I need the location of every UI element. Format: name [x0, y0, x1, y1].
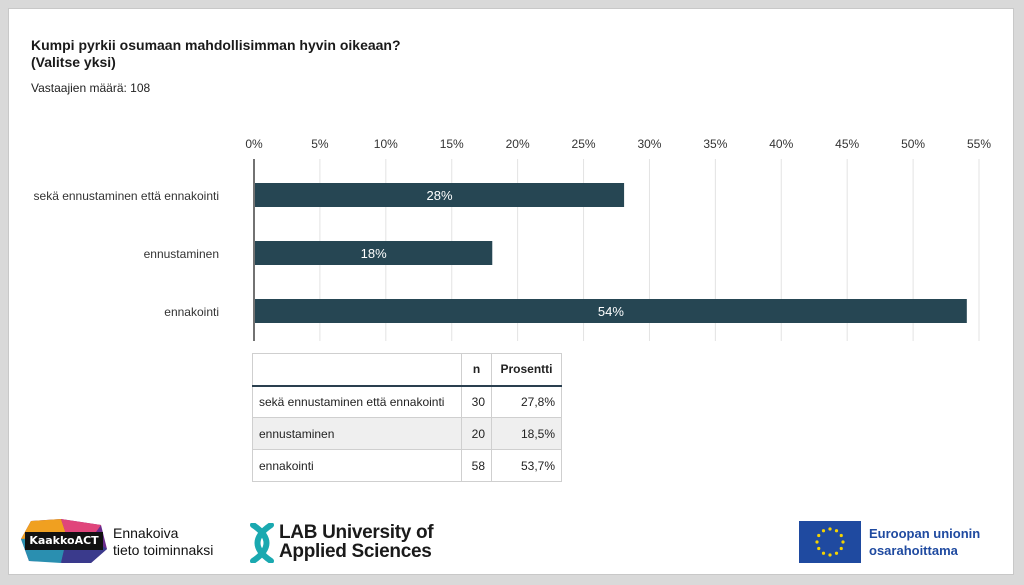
question-line-2: (Valitse yksi) [31, 54, 116, 70]
x-tick-label: 5% [311, 137, 329, 151]
row-n: 58 [461, 449, 492, 482]
eu-funding-text: Euroopan unionin osarahoittama [869, 525, 980, 559]
x-tick-label: 50% [901, 137, 925, 151]
x-tick-label: 30% [637, 137, 661, 151]
eu-text-line-1: Euroopan unionin [869, 526, 981, 541]
report-card: Kumpi pyrkii osumaan mahdollisimman hyvi… [8, 8, 1014, 575]
bar-value-label: 18% [361, 246, 387, 261]
lab-university-logo: LAB University of Applied Sciences [249, 521, 449, 567]
kaakkoact-tagline-2: tieto toiminnaksi [113, 542, 214, 558]
kaakkoact-tagline: Ennakoiva tieto toiminnaksi [113, 525, 213, 559]
results-table: n Prosentti sekä ennustaminen että ennak… [252, 353, 562, 482]
category-label: ennustaminen [144, 247, 219, 261]
x-tick-label: 40% [769, 137, 793, 151]
eu-star-icon [828, 553, 832, 557]
table-header-row: n Prosentti [252, 353, 562, 387]
eu-funding-logo: Euroopan unionin osarahoittama [799, 521, 1009, 567]
eu-star-icon [828, 527, 832, 531]
respondent-count: Vastaajien määrä: 108 [31, 81, 151, 95]
lab-name-line-1: LAB University of [279, 522, 434, 543]
bar-value-label: 28% [427, 188, 453, 203]
row-label: ennakointi [252, 449, 462, 482]
header-n: n [461, 353, 492, 387]
eu-star-icon [841, 540, 845, 544]
kaakkoact-badge-icon [21, 519, 107, 563]
x-tick-label: 10% [374, 137, 398, 151]
table-row: ennakointi 58 53,7% [252, 449, 562, 482]
eu-flag-icon [799, 521, 861, 563]
bar [255, 299, 967, 323]
x-tick-label: 45% [835, 137, 859, 151]
eu-star-icon [834, 551, 839, 555]
eu-star-icon [817, 533, 821, 538]
row-percent: 27,8% [491, 385, 562, 418]
x-tick-label: 20% [506, 137, 530, 151]
bar-value-label: 54% [598, 304, 624, 319]
header-label [252, 353, 462, 387]
kaakkoact-tagline-1: Ennakoiva [113, 525, 179, 541]
eu-star-icon [817, 546, 821, 551]
lab-helix-icon [250, 523, 274, 563]
lab-university-name: LAB University of Applied Sciences [279, 522, 434, 562]
kaakkoact-logo: KaakkoACT Ennakoiva tieto toiminnaksi [21, 519, 241, 569]
x-tick-label: 25% [572, 137, 596, 151]
x-tick-label: 15% [440, 137, 464, 151]
x-tick-label: 55% [967, 137, 991, 151]
kaakkoact-badge-text: KaakkoACT [29, 534, 99, 547]
category-label: ennakointi [164, 305, 219, 319]
row-label: ennustaminen [252, 417, 462, 450]
bar-chart: 0% 5% 10% 15% 20% 25% 30% 35% 40% 45% 50% 55% 28% sek… [34, 137, 991, 341]
question-title: Kumpi pyrkii osumaan mahdollisimman hyvi… [31, 37, 401, 71]
eu-star-icon [834, 529, 839, 533]
eu-star-icon [821, 529, 826, 533]
table-row: sekä ennustaminen että ennakointi 30 27,… [252, 385, 562, 418]
row-percent: 18,5% [491, 417, 562, 450]
bar [255, 241, 493, 265]
row-percent: 53,7% [491, 449, 562, 482]
row-n: 30 [461, 385, 492, 418]
eu-star-icon [815, 540, 819, 544]
x-tick-label: 0% [245, 137, 263, 151]
eu-star-icon [839, 546, 843, 551]
bar [255, 183, 625, 207]
x-tick-label: 35% [703, 137, 727, 151]
eu-text-line-2: osarahoittama [869, 543, 958, 558]
eu-star-icon [821, 551, 826, 555]
header-percent: Prosentti [491, 353, 562, 387]
row-label: sekä ennustaminen että ennakointi [252, 385, 462, 418]
category-label: sekä ennustaminen että ennakointi [34, 189, 219, 203]
question-line-1: Kumpi pyrkii osumaan mahdollisimman hyvi… [31, 37, 401, 53]
eu-stars-icon [815, 527, 845, 557]
eu-star-icon [839, 533, 843, 538]
lab-name-line-2: Applied Sciences [279, 541, 432, 562]
table-row: ennustaminen 20 18,5% [252, 417, 562, 450]
row-n: 20 [461, 417, 492, 450]
